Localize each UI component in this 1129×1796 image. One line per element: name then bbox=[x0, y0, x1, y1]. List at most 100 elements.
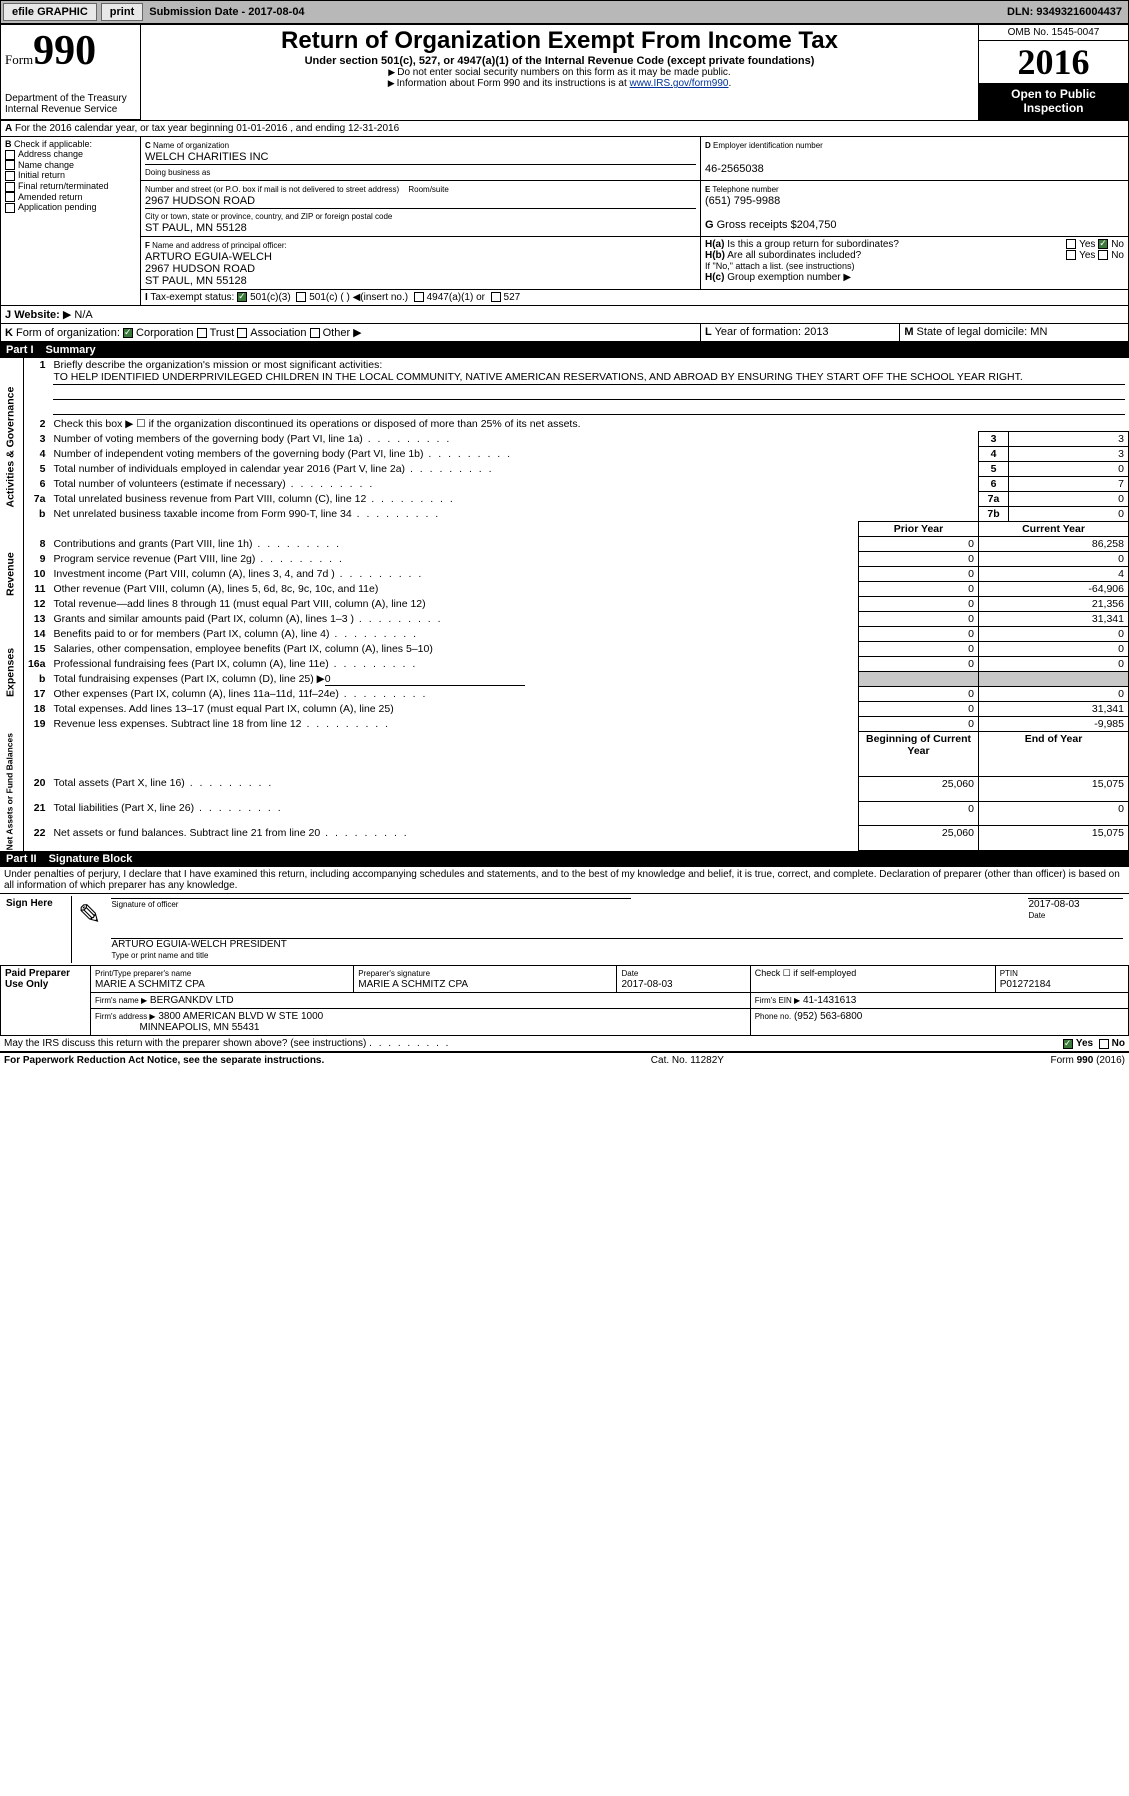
l-4947: 4947(a)(1) or bbox=[427, 292, 485, 303]
l7a-val: 0 bbox=[1009, 492, 1129, 507]
k-label: Form of organization: bbox=[16, 327, 120, 339]
hb-yes[interactable] bbox=[1066, 250, 1076, 260]
officer-name: ARTURO EGUIA-WELCH bbox=[145, 251, 272, 263]
l15p: 0 bbox=[859, 642, 979, 657]
tax-year: 2016 bbox=[979, 41, 1128, 83]
officer-printed: ARTURO EGUIA-WELCH PRESIDENT bbox=[111, 938, 1123, 950]
cb-4947[interactable] bbox=[414, 292, 424, 302]
org-name: WELCH CHARITIES INC bbox=[145, 151, 268, 163]
ha-label: Is this a group return for subordinates? bbox=[727, 239, 899, 250]
l-501c: 501(c) ( ) bbox=[309, 292, 350, 303]
part-i-title: Summary bbox=[42, 344, 96, 356]
officer-addr1: 2967 HUDSON ROAD bbox=[145, 263, 255, 275]
g-label: Gross receipts $ bbox=[717, 219, 797, 231]
l21t: Total liabilities (Part X, line 26) bbox=[49, 801, 858, 826]
hb-no[interactable] bbox=[1098, 250, 1108, 260]
print-button[interactable]: print bbox=[101, 3, 143, 21]
ln9: 9 bbox=[23, 552, 49, 567]
l19c: -9,985 bbox=[979, 717, 1129, 732]
prep-name-label: Print/Type preparer's name bbox=[95, 969, 191, 978]
l15t: Salaries, other compensation, employee b… bbox=[49, 642, 858, 657]
l11p: 0 bbox=[859, 582, 979, 597]
ln7b: b bbox=[23, 507, 49, 522]
dln-label: DLN: bbox=[1007, 6, 1033, 18]
l-label: Year of formation: bbox=[715, 326, 801, 338]
l9c: 0 bbox=[979, 552, 1129, 567]
paperwork-notice: For Paperwork Reduction Act Notice, see … bbox=[4, 1055, 324, 1066]
checkbox-amended[interactable] bbox=[5, 192, 15, 202]
gross-receipts: 204,750 bbox=[797, 219, 837, 231]
l-527: 527 bbox=[504, 292, 521, 303]
cb-527[interactable] bbox=[491, 292, 501, 302]
checkbox-final-return[interactable] bbox=[5, 182, 15, 192]
discuss-no[interactable] bbox=[1099, 1039, 1109, 1049]
l19t: Revenue less expenses. Subtract line 18 … bbox=[49, 717, 858, 732]
l11c: -64,906 bbox=[979, 582, 1129, 597]
ln16a: 16a bbox=[23, 657, 49, 672]
hc-label: Group exemption number bbox=[727, 272, 840, 283]
checkbox-address-change[interactable] bbox=[5, 150, 15, 160]
l7a-text: Total unrelated business revenue from Pa… bbox=[49, 492, 978, 507]
l12c: 21,356 bbox=[979, 597, 1129, 612]
l5-text: Total number of individuals employed in … bbox=[49, 462, 978, 477]
l10c: 4 bbox=[979, 567, 1129, 582]
l5-box: 5 bbox=[979, 462, 1009, 477]
efile-graphic-button[interactable]: efile GRAPHIC bbox=[3, 3, 97, 21]
firm-addr: 3800 AMERICAN BLVD W STE 1000 bbox=[158, 1011, 323, 1022]
irs-link[interactable]: www.IRS.gov/form990 bbox=[630, 78, 729, 89]
firm-city: MINNEAPOLIS, MN 55431 bbox=[139, 1022, 259, 1033]
sig-officer-label: Signature of officer bbox=[111, 900, 178, 909]
ln18: 18 bbox=[23, 702, 49, 717]
checkbox-name-change[interactable] bbox=[5, 160, 15, 170]
page-footer: For Paperwork Reduction Act Notice, see … bbox=[0, 1052, 1129, 1068]
c-name-label: Name of organization bbox=[153, 141, 229, 150]
m-label: State of legal domicile: bbox=[917, 326, 1028, 338]
ln14: 14 bbox=[23, 627, 49, 642]
l12p: 0 bbox=[859, 597, 979, 612]
checkbox-app-pending[interactable] bbox=[5, 203, 15, 213]
room-label: Room/suite bbox=[408, 185, 448, 194]
hb-yes-label: Yes bbox=[1079, 250, 1095, 261]
irs-label: Internal Revenue Service bbox=[5, 104, 136, 115]
discuss-yes[interactable] bbox=[1063, 1039, 1073, 1049]
k-assoc: Association bbox=[250, 327, 306, 339]
cb-501c[interactable] bbox=[296, 292, 306, 302]
l10p: 0 bbox=[859, 567, 979, 582]
cb-other[interactable] bbox=[310, 328, 320, 338]
ln11: 11 bbox=[23, 582, 49, 597]
cb-assoc[interactable] bbox=[237, 328, 247, 338]
l19p: 0 bbox=[859, 717, 979, 732]
ha-yes-label: Yes bbox=[1079, 239, 1095, 250]
d-label: Employer identification number bbox=[713, 141, 823, 150]
officer-type-label: Type or print name and title bbox=[111, 951, 208, 960]
ln7a: 7a bbox=[23, 492, 49, 507]
form-number: 990 bbox=[33, 28, 96, 74]
l16ap: 0 bbox=[859, 657, 979, 672]
ha-no[interactable] bbox=[1098, 239, 1108, 249]
cb-trust[interactable] bbox=[197, 328, 207, 338]
l4-text: Number of independent voting members of … bbox=[49, 447, 978, 462]
prep-date: 2017-08-03 bbox=[621, 979, 672, 990]
form-title: Return of Organization Exempt From Incom… bbox=[145, 27, 974, 55]
ln16b: b bbox=[23, 672, 49, 687]
cb-501c3[interactable] bbox=[237, 292, 247, 302]
website: N/A bbox=[74, 309, 92, 321]
ha-yes[interactable] bbox=[1066, 239, 1076, 249]
l9t: Program service revenue (Part VIII, line… bbox=[49, 552, 858, 567]
prep-sig-label: Preparer's signature bbox=[358, 969, 430, 978]
domicile: MN bbox=[1030, 326, 1047, 338]
omb-number: OMB No. 1545-0047 bbox=[979, 25, 1128, 41]
city-label: City or town, state or province, country… bbox=[145, 212, 392, 221]
ln3: 3 bbox=[23, 432, 49, 447]
l21c: 0 bbox=[979, 801, 1129, 826]
l4-val: 3 bbox=[1009, 447, 1129, 462]
h-note: If "No," attach a list. (see instruction… bbox=[705, 261, 854, 271]
firm-name: BERGANKDV LTD bbox=[150, 995, 234, 1006]
ln20: 20 bbox=[23, 776, 49, 801]
l6-text: Total number of volunteers (estimate if … bbox=[49, 477, 978, 492]
cb-corp[interactable] bbox=[123, 328, 133, 338]
l7b-val: 0 bbox=[1009, 507, 1129, 522]
opt-initial-return: Initial return bbox=[18, 170, 65, 180]
checkbox-initial-return[interactable] bbox=[5, 171, 15, 181]
l17c: 0 bbox=[979, 687, 1129, 702]
